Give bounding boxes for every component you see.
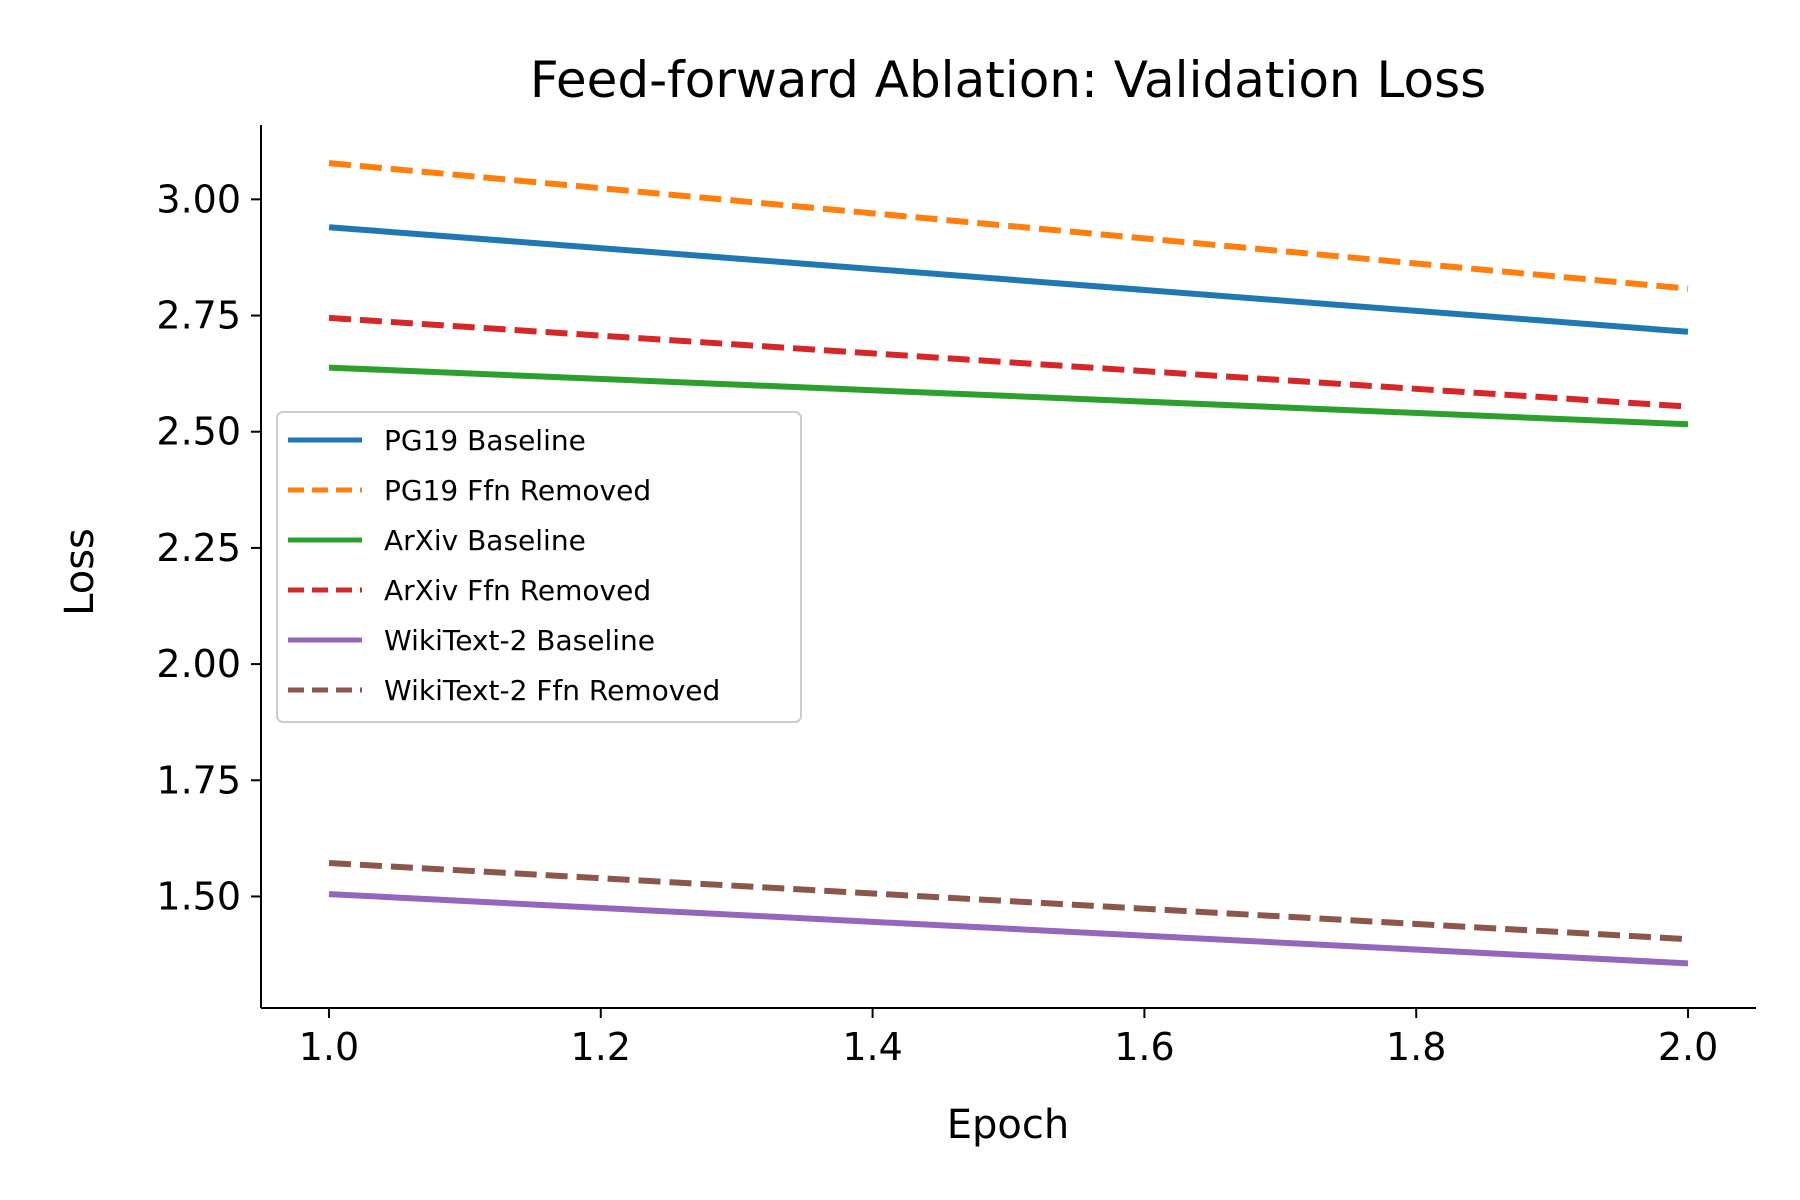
plot-lines xyxy=(328,160,1689,967)
x-tick-label: 2.0 xyxy=(1658,1025,1718,1069)
y-tick-label: 3.00 xyxy=(156,177,241,221)
legend-items: PG19 Baseline PG19 Ffn Removed ArXiv Basel… xyxy=(288,424,720,707)
legend-label: PG19 Ffn Removed xyxy=(384,474,651,507)
legend-label: WikiText-2 Ffn Removed xyxy=(384,674,720,707)
legend-label: WikiText-2 Baseline xyxy=(384,624,655,657)
x-tick-label: 1.2 xyxy=(571,1025,631,1069)
series-line-4 xyxy=(328,891,1689,967)
y-tick-label: 1.50 xyxy=(156,874,241,918)
legend-label: ArXiv Ffn Removed xyxy=(384,574,651,607)
series-line-1 xyxy=(328,160,1689,292)
series-line-2 xyxy=(328,364,1689,428)
y-axis-label: Loss xyxy=(57,528,103,616)
x-tick-label: 1.6 xyxy=(1114,1025,1174,1069)
legend-label: ArXiv Baseline xyxy=(384,524,586,557)
x-tick-label: 1.0 xyxy=(299,1025,359,1069)
y-tick-label: 2.25 xyxy=(156,526,241,570)
x-tick-label: 1.8 xyxy=(1386,1025,1446,1069)
y-tick-label: 1.75 xyxy=(156,758,241,802)
legend: PG19 Baseline PG19 Ffn Removed ArXiv Basel… xyxy=(276,411,802,723)
series-line-0 xyxy=(328,224,1689,335)
y-tick-label: 2.00 xyxy=(156,642,241,686)
x-ticks: 1.0 1.2 1.4 1.6 1.8 2.0 xyxy=(299,1008,1718,1069)
series-line-3 xyxy=(328,314,1689,410)
y-tick-label: 2.50 xyxy=(156,410,241,454)
series-line-5 xyxy=(328,860,1689,943)
legend-label: PG19 Baseline xyxy=(384,424,586,457)
axes xyxy=(260,125,1756,1009)
x-axis-label: Epoch xyxy=(947,1102,1069,1148)
legend-box xyxy=(276,411,802,723)
chart-title: Feed-forward Ablation: Validation Loss xyxy=(530,51,1486,109)
x-tick-label: 1.4 xyxy=(842,1025,902,1069)
y-tick-label: 2.75 xyxy=(156,294,241,338)
y-ticks: 1.50 1.75 2.00 2.25 2.50 2.75 3.00 xyxy=(156,177,261,918)
